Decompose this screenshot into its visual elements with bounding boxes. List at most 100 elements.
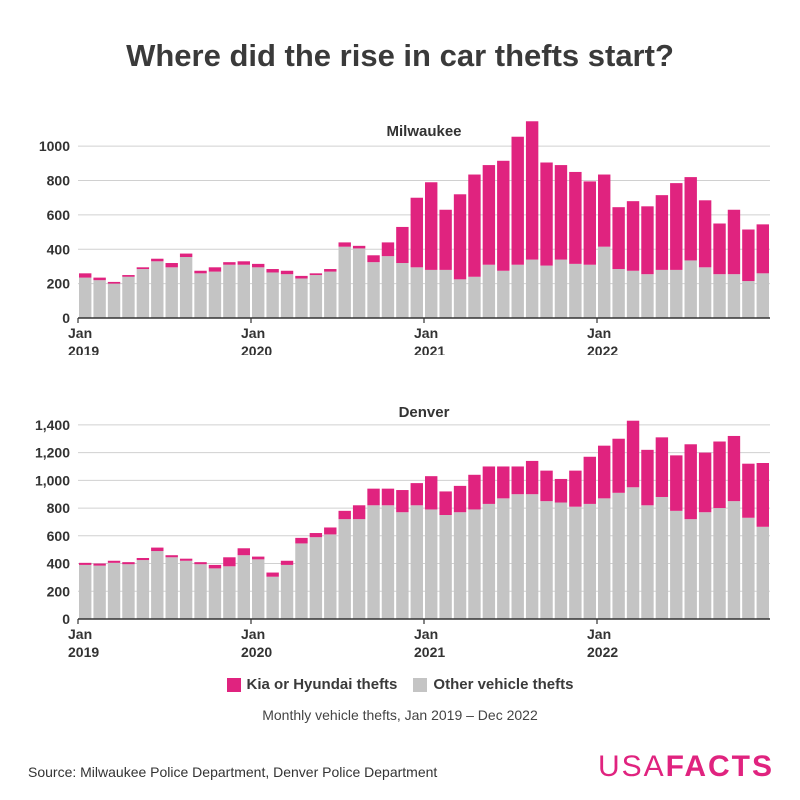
- denver-chart: Denver 0 200 400 600 800 1,000 1,200 1,400 Jan 201…: [35, 404, 770, 660]
- denver-x-tick-label-year: 2021: [414, 644, 445, 660]
- denver-bar-kia: [338, 510, 351, 520]
- denver-bar-kia: [670, 455, 683, 511]
- milwaukee-bar-kia: [324, 269, 337, 272]
- milwaukee-bar-other: [698, 267, 712, 318]
- milwaukee-bar-kia: [352, 245, 366, 249]
- milwaukee-bar-kia: [439, 209, 452, 270]
- milwaukee-x-tick-label-month: Jan: [241, 325, 265, 341]
- denver-bar-kia: [684, 444, 697, 520]
- denver-bar-kia: [396, 490, 409, 513]
- milwaukee-y-tick-label: 1000: [39, 138, 70, 154]
- milwaukee-bar-other: [425, 269, 438, 318]
- milwaukee-bar-kia: [295, 275, 308, 279]
- denver-bar-other: [324, 534, 337, 619]
- denver-bar-other: [396, 512, 409, 619]
- denver-bar-other: [742, 517, 755, 619]
- denver-bar-other: [309, 537, 323, 619]
- denver-bar-other: [381, 505, 395, 619]
- denver-bar-other: [453, 512, 467, 619]
- denver-bar-other: [179, 560, 193, 619]
- milwaukee-bar-other: [641, 274, 654, 318]
- denver-bar-kia: [266, 572, 279, 577]
- source-note: Source: Milwaukee Police Department, Den…: [28, 764, 438, 780]
- denver-x-tick-label-month: Jan: [68, 626, 92, 642]
- denver-bar-other: [93, 565, 106, 619]
- denver-bar-kia: [208, 564, 222, 569]
- milwaukee-bar-kia: [698, 200, 712, 268]
- milwaukee-bar-other: [670, 269, 683, 318]
- denver-bar-other: [208, 568, 222, 619]
- denver-bar-kia: [554, 478, 568, 503]
- denver-bar-other: [223, 566, 236, 619]
- denver-bar-other: [151, 551, 164, 619]
- denver-bar-kia: [425, 476, 438, 510]
- denver-bar-kia: [612, 438, 625, 493]
- denver-bar-kia: [439, 491, 452, 515]
- milwaukee-x-tick-label-year: 2020: [241, 343, 272, 355]
- milwaukee-bar-kia: [641, 206, 654, 275]
- milwaukee-bar-other: [352, 248, 366, 318]
- denver-x-tick-label-year: 2019: [68, 644, 99, 660]
- denver-bar-kia: [713, 441, 726, 509]
- denver-x-tick-label-year: 2020: [241, 644, 272, 660]
- denver-bar-other: [439, 515, 452, 619]
- milwaukee-bar-kia: [482, 165, 496, 265]
- denver-bar-kia: [136, 557, 150, 561]
- denver-bar-other: [410, 505, 423, 619]
- milwaukee-bar-kia: [107, 281, 121, 284]
- denver-bar-other: [165, 557, 178, 619]
- milwaukee-y-tick-label: 600: [47, 207, 71, 223]
- denver-bar-kia: [727, 435, 741, 502]
- legend-swatch-other: [413, 677, 428, 692]
- milwaukee-bar-other: [252, 267, 265, 318]
- milwaukee-bar-other: [713, 274, 726, 318]
- denver-bar-kia: [626, 420, 640, 488]
- milwaukee-bar-other: [655, 269, 669, 318]
- milwaukee-bar-kia: [497, 160, 510, 271]
- denver-bar-kia: [453, 485, 467, 513]
- denver-bar-kia: [497, 466, 510, 499]
- denver-bar-other: [612, 492, 625, 619]
- denver-bar-kia: [511, 466, 524, 495]
- milwaukee-bar-kia: [626, 201, 640, 271]
- denver-y-tick-label: 1,400: [35, 417, 70, 433]
- denver-bar-other: [367, 505, 380, 619]
- milwaukee-bar-kia: [612, 207, 625, 270]
- milwaukee-bar-kia: [93, 277, 106, 281]
- milwaukee-bar-other: [165, 267, 178, 318]
- denver-bar-other: [352, 519, 366, 619]
- milwaukee-bar-kia: [367, 255, 380, 263]
- milwaukee-bar-kia: [554, 165, 568, 260]
- milwaukee-bar-other: [324, 271, 337, 318]
- denver-bar-other: [641, 505, 654, 619]
- denver-x-tick-label-month: Jan: [241, 626, 265, 642]
- denver-y-tick-label: 600: [47, 528, 71, 544]
- milwaukee-bar-kia: [79, 273, 92, 278]
- denver-bar-kia: [295, 537, 308, 544]
- denver-bar-kia: [756, 463, 769, 527]
- milwaukee-y-tick-label: 200: [47, 276, 71, 292]
- denver-bar-other: [237, 555, 250, 619]
- milwaukee-bar-kia: [338, 242, 351, 247]
- denver-bar-kia: [482, 466, 496, 504]
- milwaukee-bar-other: [237, 264, 250, 318]
- milwaukee-bar-other: [756, 273, 769, 318]
- milwaukee-bar-kia: [525, 121, 539, 260]
- denver-bar-other: [252, 559, 265, 619]
- milwaukee-bar-kia: [583, 181, 596, 265]
- denver-bar-other: [583, 503, 596, 619]
- milwaukee-x-tick-label-month: Jan: [587, 325, 611, 341]
- denver-bar-other: [554, 502, 568, 619]
- milwaukee-bar-other: [79, 277, 92, 318]
- milwaukee-bar-other: [583, 264, 596, 318]
- milwaukee-panel-title: Milwaukee: [386, 123, 461, 140]
- milwaukee-bar-kia: [468, 174, 481, 277]
- chart-subtitle: Monthly vehicle thefts, Jan 2019 – Dec 2…: [262, 707, 538, 723]
- milwaukee-bar-kia: [410, 197, 423, 268]
- denver-bar-kia: [237, 548, 250, 556]
- milwaukee-bar-kia: [309, 273, 323, 276]
- denver-bar-other: [756, 526, 769, 619]
- milwaukee-bar-kia: [136, 267, 150, 270]
- denver-bar-other: [122, 564, 135, 619]
- milwaukee-bar-other: [280, 274, 294, 318]
